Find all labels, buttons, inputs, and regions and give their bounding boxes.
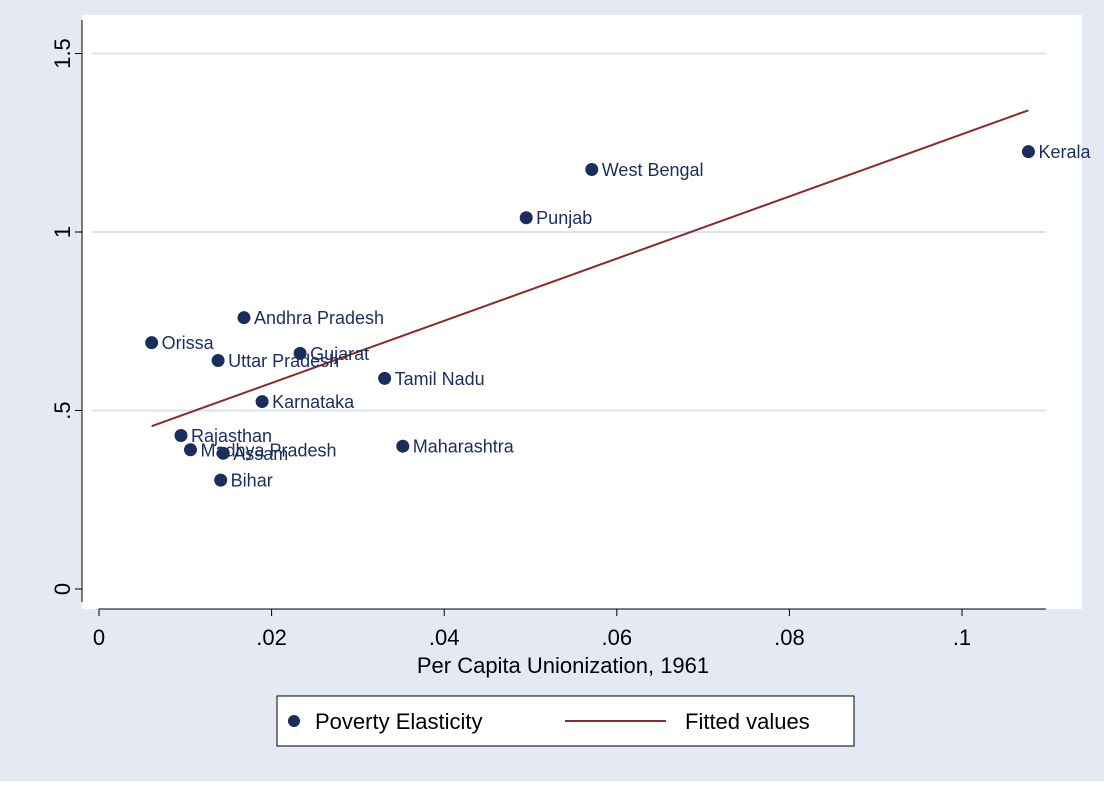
- data-point: [519, 211, 533, 225]
- data-point: [396, 439, 410, 453]
- data-point: [378, 371, 392, 385]
- x-tick-label: 0: [93, 625, 105, 650]
- y-tick-label: 1.5: [50, 38, 75, 69]
- data-point: [174, 428, 188, 442]
- legend-label-fitted-values: Fitted values: [685, 709, 810, 734]
- data-point: [183, 443, 197, 457]
- fitted-values-line: [151, 109, 1029, 428]
- y-tick-label: .5: [50, 401, 75, 419]
- y-tick-label: 0: [50, 583, 75, 595]
- point-label: Andhra Pradesh: [254, 308, 384, 328]
- point-label: Punjab: [536, 208, 592, 228]
- data-point: [237, 311, 251, 325]
- legend-marker-poverty-elasticity: [288, 715, 300, 727]
- data-point: [1021, 145, 1035, 159]
- legend: Poverty Elasticity Fitted values: [276, 695, 855, 747]
- grid-lines: [92, 52, 1046, 412]
- point-label: Assam: [233, 444, 288, 464]
- axes: 0 .5 1 1.5 0 .02 .04 .06 .08 .1: [50, 20, 1046, 650]
- data-point: [293, 346, 307, 360]
- point-label: Kerala: [1038, 142, 1091, 162]
- point-label: Rajasthan: [191, 426, 272, 446]
- point-label: Bihar: [231, 471, 273, 491]
- data-point: [211, 354, 225, 368]
- point-label: Madhya Pradesh: [200, 440, 336, 460]
- data-point: [255, 395, 269, 409]
- plot-area: [82, 15, 1082, 609]
- data-point: [216, 446, 230, 460]
- x-tick-label: .02: [256, 625, 287, 650]
- point-label: Tamil Nadu: [395, 369, 485, 389]
- point-label: West Bengal: [602, 160, 704, 180]
- point-label: Orissa: [162, 333, 215, 353]
- x-axis-title: Per Capita Unionization, 1961: [417, 653, 709, 678]
- x-tick-label: .04: [429, 625, 460, 650]
- fitted-line-layer: [151, 109, 1029, 428]
- point-label: Gujarat: [310, 344, 369, 364]
- point-label: Maharashtra: [413, 437, 515, 457]
- x-tick-label: .08: [774, 625, 805, 650]
- x-tick-label: .1: [953, 625, 971, 650]
- point-label: Karnataka: [272, 392, 355, 412]
- y-tick-label: 1: [50, 226, 75, 238]
- point-label: Uttar Pradesh: [228, 351, 339, 371]
- legend-label-poverty-elasticity: Poverty Elasticity: [315, 709, 483, 734]
- data-point: [145, 336, 159, 350]
- x-tick-label: .06: [602, 625, 633, 650]
- scatter-points: Kerala West Bengal Punjab Andhra Pradesh Ori…: [145, 142, 1091, 491]
- data-point: [214, 473, 228, 487]
- data-point: [585, 163, 599, 177]
